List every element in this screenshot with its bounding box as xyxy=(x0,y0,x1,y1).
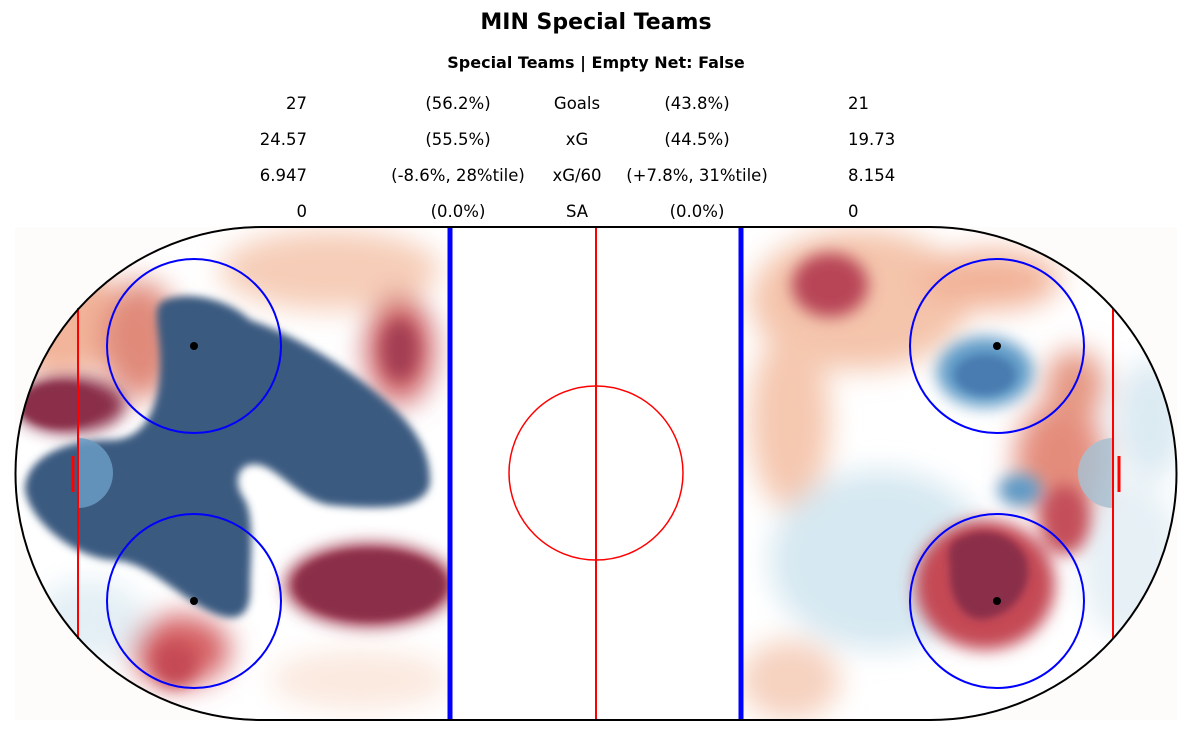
faceoff-dot xyxy=(993,597,1001,605)
metric-label: xG/60 xyxy=(552,166,602,185)
faceoff-dot xyxy=(993,342,1001,350)
left-pct: (56.2%) xyxy=(425,94,491,113)
faceoff-circle-right-bottom xyxy=(909,513,1085,689)
right-value: 19.73 xyxy=(848,130,896,149)
center-faceoff-circle xyxy=(508,385,684,561)
stat-row-xg60: 6.947 (-8.6%, 28%tile) xG/60 (+7.8%, 31%… xyxy=(0,166,1192,190)
left-goal-crease xyxy=(78,438,113,508)
faceoff-circle-right-top xyxy=(909,258,1085,434)
right-pct: (44.5%) xyxy=(664,130,730,149)
faceoff-circles xyxy=(106,258,1085,689)
stat-row-xg: 24.57 (55.5%) xG (44.5%) 19.73 xyxy=(0,130,1192,154)
left-pct: (0.0%) xyxy=(430,202,486,221)
faceoff-dot xyxy=(190,342,198,350)
right-pct: (43.8%) xyxy=(664,94,730,113)
left-value: 24.57 xyxy=(259,130,307,149)
right-value: 0 xyxy=(848,202,859,221)
stat-row-sa: 0 (0.0%) SA (0.0%) 0 xyxy=(0,202,1192,226)
heat-left-zone xyxy=(15,227,450,720)
left-pct: (-8.6%, 28%tile) xyxy=(391,166,525,185)
metric-label: Goals xyxy=(553,94,601,113)
faceoff-circle-left-bottom xyxy=(106,513,282,689)
right-pct: (+7.8%, 31%tile) xyxy=(626,166,768,185)
chart-title: MIN Special Teams xyxy=(480,10,712,35)
left-value: 6.947 xyxy=(259,166,307,185)
metric-label: xG xyxy=(565,130,589,149)
chart-subtitle: Special Teams | Empty Net: False xyxy=(447,53,745,72)
left-value: 27 xyxy=(286,94,307,113)
faceoff-circle-left-top xyxy=(106,258,282,434)
stat-row-goals: 27 (56.2%) Goals (43.8%) 21 xyxy=(0,94,1192,118)
metric-label: SA xyxy=(565,202,589,221)
left-pct: (55.5%) xyxy=(425,130,491,149)
right-pct: (0.0%) xyxy=(669,202,725,221)
right-value: 8.154 xyxy=(848,166,896,185)
rink-boards xyxy=(14,226,1178,721)
left-value: 0 xyxy=(296,202,308,221)
right-value: 21 xyxy=(848,94,869,113)
faceoff-dot xyxy=(190,597,198,605)
right-goal-crease xyxy=(1078,438,1113,508)
